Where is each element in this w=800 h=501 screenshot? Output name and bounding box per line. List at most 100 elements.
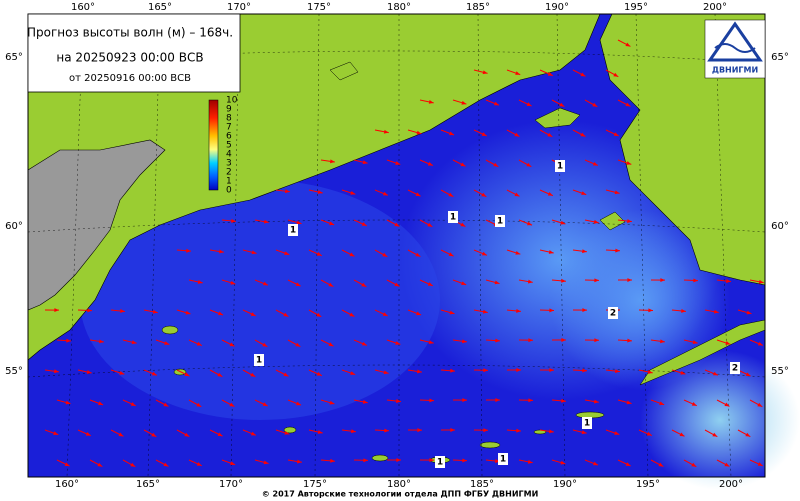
arrow-head	[427, 222, 433, 227]
arrow-head	[231, 218, 236, 223]
lon-label-top: 160°	[71, 2, 95, 13]
lat-label-right: 55°	[771, 366, 789, 377]
arrow-head	[626, 161, 632, 165]
lon-label-top: 190°	[545, 2, 569, 13]
contour-label: 1	[290, 226, 296, 236]
arrow-head	[593, 461, 599, 466]
arrow-head	[582, 249, 587, 254]
arrow-head	[495, 459, 500, 463]
arrow-head	[658, 462, 664, 467]
arrow-head	[481, 132, 487, 136]
arrow-head	[427, 161, 433, 166]
arrow-head	[152, 309, 158, 314]
arrow-head	[86, 370, 92, 374]
lon-label-bottom: 180°	[387, 479, 411, 490]
meridian	[147, 13, 161, 478]
arrow-head	[295, 342, 301, 347]
arrow-head	[625, 102, 631, 107]
arrow-head	[263, 219, 269, 224]
arrow-head	[262, 342, 268, 347]
arrow-head	[460, 222, 466, 227]
arrow-head	[514, 132, 520, 137]
meridian	[714, 13, 732, 478]
arrow-head	[483, 428, 488, 433]
arrow-head	[383, 370, 389, 375]
lon-label-bottom: 165°	[136, 479, 160, 490]
arrow-head	[361, 222, 367, 226]
arrow-head	[427, 282, 433, 286]
arrow-head	[561, 398, 566, 403]
arrow-head	[692, 340, 698, 344]
colorbar-label: 2	[226, 168, 232, 178]
arrow-head	[361, 341, 367, 346]
colorbar	[208, 99, 219, 191]
lon-label-top: 175°	[307, 2, 331, 13]
arrow-head	[495, 398, 500, 402]
arrow-head	[592, 102, 598, 107]
arrow-head	[659, 401, 665, 405]
arrow-head	[250, 312, 256, 316]
arrow-head	[515, 250, 521, 255]
arrow-head	[547, 191, 553, 196]
lon-label-bottom: 170°	[219, 479, 243, 490]
contour-label: 2	[732, 364, 738, 374]
arrow-head	[64, 462, 70, 467]
arrow-head	[316, 252, 322, 256]
arrow-head	[580, 132, 586, 137]
arrow-head	[647, 370, 653, 374]
colorbar-label: 1	[226, 177, 232, 187]
arrow-head	[296, 220, 302, 225]
arrow-head	[560, 220, 566, 225]
arrow-head	[87, 308, 92, 313]
lat-label-right: 65°	[771, 52, 789, 63]
arrow-head	[580, 72, 586, 77]
contour-label-box	[254, 354, 264, 366]
lon-label-top: 195°	[624, 2, 648, 13]
arrow-head	[317, 190, 323, 194]
arrow-head	[713, 309, 719, 314]
arrow-head	[627, 219, 632, 223]
arrow-head	[462, 458, 467, 463]
arrow-head	[98, 401, 104, 406]
arrow-head	[218, 249, 224, 254]
lat-label-left: 55°	[5, 366, 23, 377]
arrow-head	[614, 431, 620, 435]
arrow-head	[691, 462, 697, 467]
contour-label-box	[448, 211, 458, 223]
arrow-head	[516, 309, 521, 313]
arrow-head	[350, 371, 356, 375]
arrow-head	[482, 309, 488, 314]
arrow-head	[283, 372, 289, 377]
meridian	[556, 13, 566, 478]
colorbar-label: 3	[226, 159, 232, 169]
meridian	[314, 13, 320, 478]
arrow-head	[417, 428, 422, 433]
arrow-head	[164, 341, 170, 345]
arrow-head	[349, 312, 355, 317]
arrow-head	[528, 398, 533, 403]
arrow-head	[151, 371, 157, 376]
arrow-head	[163, 462, 169, 467]
arrow-head	[561, 338, 566, 342]
arrow-head	[328, 342, 334, 347]
arrow-head	[481, 192, 487, 197]
lon-label-top: 165°	[148, 2, 172, 13]
meridian	[477, 13, 483, 478]
arrow-head	[581, 430, 587, 435]
arrow-head	[250, 431, 256, 436]
arrow-head	[559, 102, 565, 107]
arrow-head	[184, 432, 190, 437]
arrow-head	[594, 278, 599, 283]
arrow-head	[582, 368, 587, 373]
contour-label-box	[495, 215, 505, 227]
arrow-head	[197, 280, 203, 284]
arrow-head	[681, 308, 686, 313]
arrow-head	[746, 310, 752, 315]
parallel	[27, 364, 766, 378]
lon-label-bottom: 195°	[636, 479, 660, 490]
arrow-head	[151, 432, 157, 437]
arrow-head	[351, 429, 356, 434]
arrow-head	[295, 282, 301, 287]
colorbar-label: 9	[226, 105, 232, 115]
arrow-head	[230, 280, 236, 285]
